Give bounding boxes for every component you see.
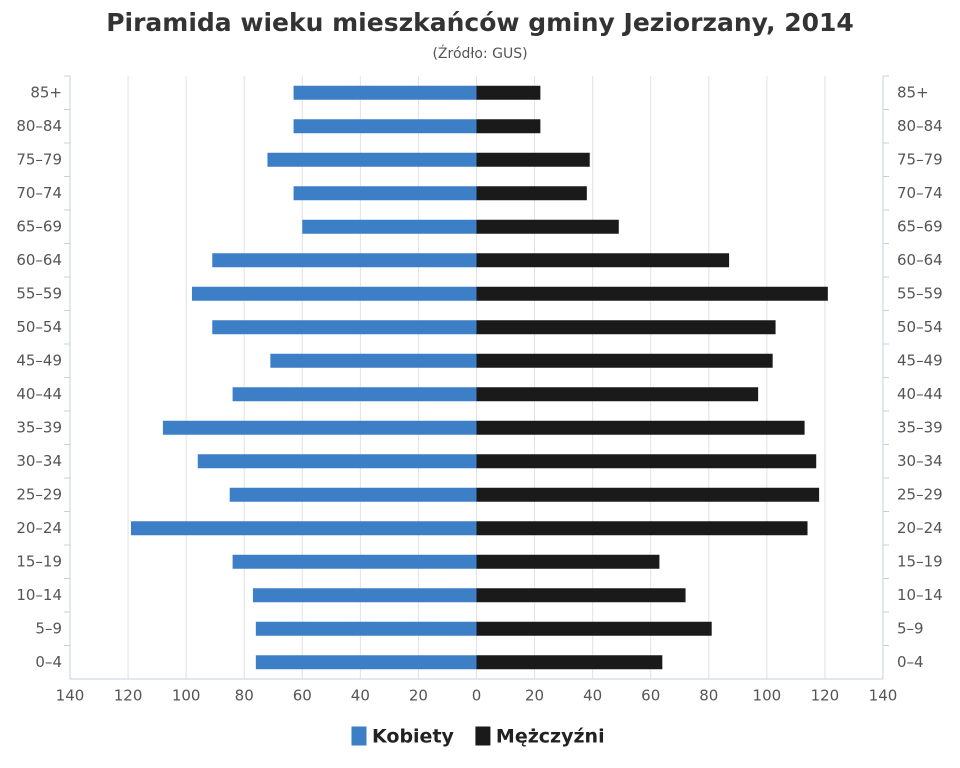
bar	[476, 85, 541, 100]
y-tick-label: 40–44	[16, 385, 62, 403]
y-tick-label: 30–34	[16, 452, 62, 470]
y-tick-label: 50–54	[16, 318, 62, 336]
bar	[476, 152, 590, 167]
x-tick-label: 100	[172, 687, 201, 705]
bar	[476, 454, 817, 469]
bar	[476, 320, 776, 335]
y-tick-label: 0–4	[897, 653, 924, 671]
y-tick-label: 45–49	[16, 351, 62, 369]
y-tick-label: 30–34	[897, 452, 943, 470]
y-tick-label: 15–19	[897, 552, 943, 570]
bar	[255, 655, 477, 670]
y-tick-label: 35–39	[897, 418, 943, 436]
y-tick-label: 10–14	[897, 586, 943, 604]
bar	[130, 521, 477, 536]
y-tick-label: 45–49	[897, 351, 943, 369]
bar	[255, 621, 477, 636]
bar	[212, 320, 477, 335]
bar	[476, 588, 686, 603]
x-tick-label: 20	[409, 687, 428, 705]
y-tick-label: 65–69	[897, 217, 943, 235]
chart-title: Piramida wieku mieszkańców gminy Jeziorz…	[106, 8, 854, 37]
x-tick-label: 100	[753, 687, 782, 705]
y-tick-label: 20–24	[897, 519, 943, 537]
bar	[476, 655, 663, 670]
bar	[476, 387, 759, 402]
y-tick-label: 65–69	[16, 217, 62, 235]
bar	[191, 286, 477, 301]
bar	[302, 219, 477, 234]
y-tick-label: 70–74	[897, 184, 943, 202]
x-tick-label: 120	[114, 687, 143, 705]
y-tick-label: 40–44	[897, 385, 943, 403]
y-tick-label: 10–14	[16, 586, 62, 604]
x-tick-label: 0	[472, 687, 482, 705]
bar	[232, 554, 477, 569]
y-tick-label: 0–4	[35, 653, 62, 671]
y-tick-label: 55–59	[897, 284, 943, 302]
bar	[476, 253, 730, 268]
bar	[252, 588, 477, 603]
bar	[229, 487, 477, 502]
x-tick-label: 20	[525, 687, 544, 705]
bar	[293, 119, 477, 134]
bar	[293, 186, 477, 201]
bar	[476, 186, 587, 201]
y-tick-label: 60–64	[897, 251, 943, 269]
bar	[293, 85, 477, 100]
y-tick-label: 60–64	[16, 251, 62, 269]
y-tick-label: 85+	[30, 83, 62, 101]
y-tick-label: 50–54	[897, 318, 943, 336]
x-tick-label: 80	[699, 687, 718, 705]
y-tick-label: 80–84	[897, 117, 943, 135]
bar	[476, 554, 660, 569]
y-tick-label: 25–29	[16, 485, 62, 503]
y-tick-label: 5–9	[897, 619, 924, 637]
chart-subtitle: (Źródło: GUS)	[432, 44, 527, 62]
bar	[476, 286, 828, 301]
x-tick-label: 60	[293, 687, 312, 705]
bar	[232, 387, 477, 402]
y-tick-label: 75–79	[897, 150, 943, 168]
x-tick-label: 120	[811, 687, 840, 705]
y-tick-label: 35–39	[16, 418, 62, 436]
bar	[476, 521, 808, 536]
x-tick-label: 40	[351, 687, 370, 705]
bar	[270, 353, 477, 368]
y-tick-label: 15–19	[16, 552, 62, 570]
bar	[212, 253, 477, 268]
bar	[476, 119, 541, 134]
x-tick-label: 80	[235, 687, 254, 705]
bar	[476, 487, 820, 502]
legend-label: Kobiety	[372, 726, 455, 748]
y-tick-label: 20–24	[16, 519, 62, 537]
bar	[197, 454, 477, 469]
x-tick-label: 140	[56, 687, 85, 705]
y-tick-label: 85+	[897, 83, 929, 101]
bar	[476, 353, 773, 368]
bar	[267, 152, 477, 167]
bar	[476, 621, 712, 636]
legend-swatch	[475, 726, 491, 746]
bar	[476, 219, 619, 234]
legend-label: Mężczyźni	[496, 726, 605, 748]
y-tick-label: 5–9	[35, 619, 62, 637]
x-tick-label: 40	[583, 687, 602, 705]
bar	[162, 420, 477, 435]
y-tick-label: 55–59	[16, 284, 62, 302]
x-tick-label: 60	[641, 687, 660, 705]
legend-swatch	[351, 726, 367, 746]
y-tick-label: 70–74	[16, 184, 62, 202]
y-tick-label: 25–29	[897, 485, 943, 503]
y-tick-label: 75–79	[16, 150, 62, 168]
y-tick-label: 80–84	[16, 117, 62, 135]
x-tick-label: 140	[869, 687, 898, 705]
bar	[476, 420, 805, 435]
